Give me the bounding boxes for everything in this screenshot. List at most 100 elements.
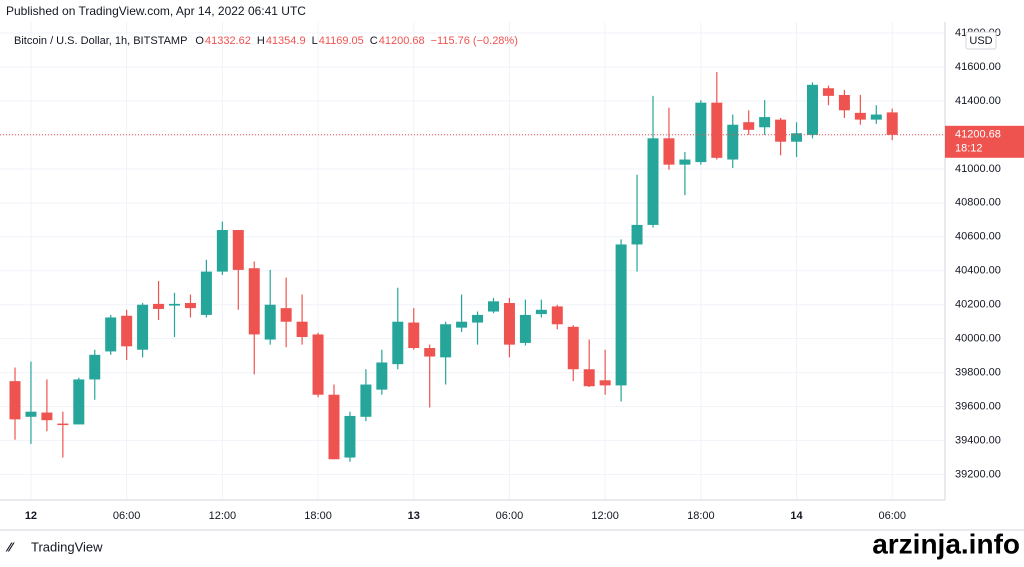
- candle-body: [392, 321, 404, 365]
- candle-body: [472, 314, 484, 323]
- candle-body: [711, 102, 723, 158]
- candle-body: [886, 112, 898, 135]
- legend: Bitcoin / U.S. Dollar, 1h, BITSTAMP O 413…: [14, 35, 518, 47]
- candle-body: [344, 415, 356, 458]
- watermark: arzinja.info: [872, 528, 1020, 559]
- candle-body: [456, 321, 468, 328]
- candle-body: [216, 230, 228, 272]
- x-tick-label: 06:00: [113, 510, 141, 522]
- y-tick-label: 40200.00: [955, 299, 1001, 311]
- candle-body: [791, 133, 803, 142]
- candle-body: [25, 411, 37, 417]
- y-tick-label: 41600.00: [955, 61, 1001, 73]
- symbol: Bitcoin / U.S. Dollar, 1h, BITSTAMP: [14, 35, 187, 47]
- candle-body: [360, 384, 372, 417]
- published: Published on TradingView.com, Apr 14, 20…: [6, 4, 306, 18]
- legend-item: 41200.68: [379, 35, 425, 47]
- candle-body: [488, 301, 499, 312]
- candle-body: [663, 138, 675, 165]
- candle-body: [41, 412, 53, 421]
- y-tick-label: 40800.00: [955, 197, 1001, 209]
- y-tick-label: 41400.00: [955, 95, 1001, 107]
- candle-body: [121, 315, 133, 347]
- candle-body: [296, 321, 308, 337]
- candle-body: [57, 423, 69, 426]
- legend-item: 41332.62: [205, 35, 251, 47]
- candle-body: [89, 354, 101, 380]
- x-tick-label: 14: [790, 510, 803, 522]
- y-tick-label: 39600.00: [955, 401, 1001, 413]
- legend-item: −115.76 (−0.28%): [431, 35, 518, 47]
- candle-body: [440, 324, 452, 358]
- candle-body: [408, 322, 420, 349]
- candle-body: [312, 334, 324, 395]
- candle-body: [854, 112, 866, 120]
- candle-body: [870, 114, 882, 120]
- candle-body: [615, 244, 627, 386]
- candle-body: [280, 308, 292, 322]
- candle-body: [328, 394, 340, 460]
- legend-item: H: [257, 35, 265, 47]
- y-tick-label: 40000.00: [955, 333, 1001, 345]
- candle-body: [695, 102, 707, 163]
- candle-body: [137, 304, 149, 350]
- candle-body: [376, 362, 388, 390]
- candle-body: [631, 224, 643, 245]
- x-tick-label: 13: [408, 510, 420, 522]
- candle-body: [424, 348, 436, 357]
- x-tick-label: 12:00: [209, 510, 237, 522]
- x-tick-label: 18:00: [687, 510, 715, 522]
- candle-body: [743, 122, 755, 130]
- candle-body: [775, 119, 787, 142]
- candle-body: [822, 88, 834, 96]
- candle-body: [519, 314, 531, 343]
- candle-body: [9, 381, 21, 420]
- candle-body: [153, 303, 165, 309]
- candle-body: [551, 306, 563, 325]
- candle-body: [679, 159, 691, 165]
- candles: [0, 72, 945, 462]
- candle-body: [535, 309, 547, 315]
- currency-badge[interactable]: [965, 31, 997, 50]
- y-tick-label: 41000.00: [955, 163, 1001, 175]
- x-tick-label: 18:00: [304, 510, 332, 522]
- candle-body: [759, 117, 771, 128]
- candle-body: [727, 124, 739, 160]
- candle-body: [232, 230, 244, 270]
- y-tick-label: 40600.00: [955, 231, 1001, 243]
- legend-item: 41169.05: [319, 35, 364, 47]
- y-tick-label: 39400.00: [955, 434, 1001, 446]
- candle-body: [184, 303, 196, 309]
- countdown: 18:12: [955, 143, 983, 155]
- candle-body: [838, 95, 850, 111]
- last-price-badge: [945, 125, 1024, 158]
- candle-body: [169, 303, 180, 306]
- legend-item: 41354.9: [266, 35, 306, 47]
- candle-body: [599, 380, 611, 386]
- x-tick-label: 06:00: [496, 510, 524, 522]
- last-price-label: 41200.68: [955, 129, 1001, 141]
- y-tick-label: 40400.00: [955, 265, 1001, 277]
- legend-item: L: [312, 35, 318, 47]
- brand-logo: ⁄⁄: [5, 539, 15, 554]
- candle-body: [567, 326, 579, 370]
- y-tick-label: 39800.00: [955, 367, 1001, 379]
- candle-body: [248, 268, 260, 335]
- candle-body: [503, 303, 515, 345]
- candle-body: [264, 304, 276, 340]
- candle-body: [583, 369, 595, 387]
- legend-item: O: [195, 35, 204, 47]
- legend-item: C: [370, 35, 378, 47]
- candle-body: [647, 138, 659, 225]
- candle-body: [73, 379, 85, 425]
- brand: TradingView: [31, 539, 103, 554]
- candle-body: [807, 84, 818, 135]
- y-tick-label: 39200.00: [955, 468, 1001, 480]
- x-tick-label: 12: [25, 510, 37, 522]
- candle-body: [105, 317, 117, 352]
- candle-body: [200, 271, 212, 315]
- currency[interactable]: USD: [969, 35, 992, 47]
